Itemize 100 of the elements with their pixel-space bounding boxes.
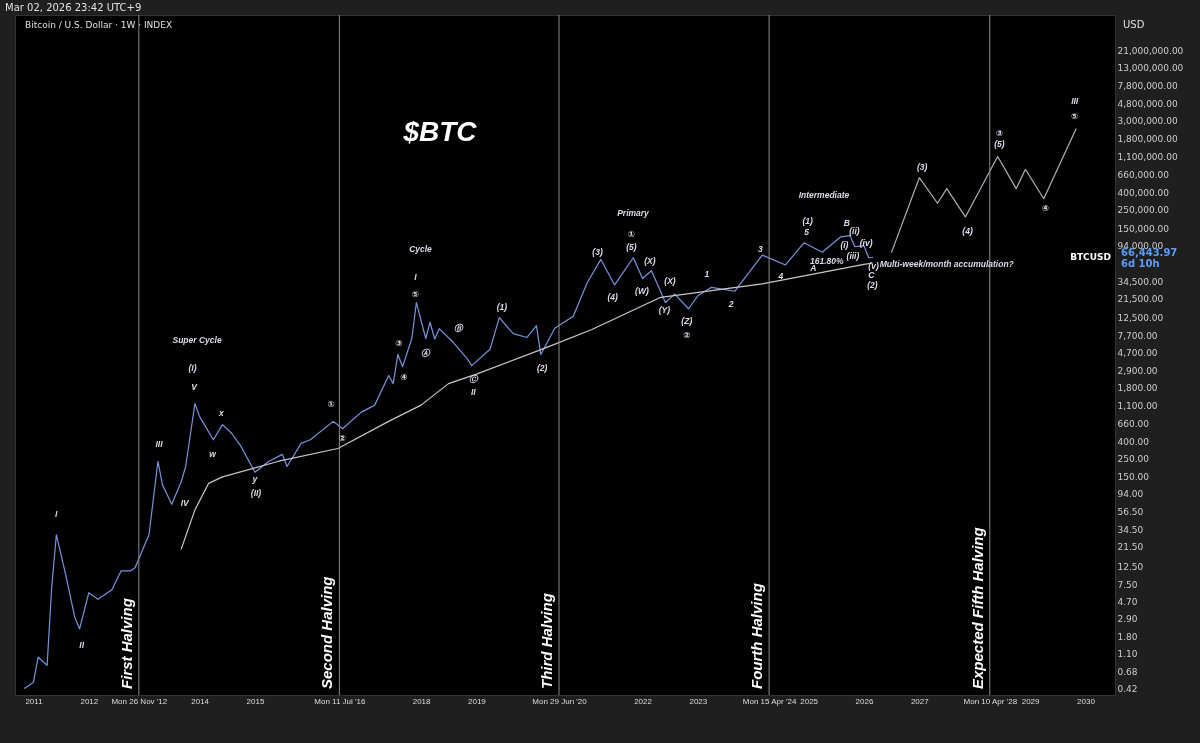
- y-tick-label: 3,000,000.00: [1117, 115, 1178, 126]
- ref-line-label: Expected Fifth Halving: [968, 527, 986, 689]
- x-tick-label: 2026: [855, 696, 874, 706]
- ref-line-label: Fourth Halving: [748, 583, 766, 689]
- annotation: 2: [727, 298, 734, 309]
- annotation: ⑤: [1071, 110, 1079, 121]
- annotation: w: [209, 448, 218, 459]
- annotation: II: [471, 386, 477, 397]
- text: Mar 02, 2026 23:42 UTC+9: [5, 2, 142, 13]
- y-tick-label: 21.50: [1117, 542, 1144, 553]
- annotation: ①: [327, 399, 335, 410]
- y-tick-label: 250.00: [1117, 453, 1150, 464]
- annotation: I: [54, 508, 58, 519]
- y-tick-label: 34,500.00: [1117, 276, 1164, 287]
- annotation: (Z): [681, 315, 693, 326]
- annotation: Ⓑ: [454, 322, 465, 333]
- x-tick-label: Mon 26 Nov '12: [111, 696, 168, 706]
- annotation: (2): [536, 362, 548, 373]
- x-tick-label: 2022: [634, 696, 653, 706]
- annotation: ③: [995, 128, 1003, 139]
- x-tick-label: 2018: [412, 696, 432, 706]
- y-tick-label: 7,700.00: [1117, 330, 1158, 341]
- y-tick-label: 1,100.00: [1117, 400, 1158, 411]
- annotation: x: [218, 408, 226, 419]
- y-tick-label: 1,800,000.00: [1117, 134, 1178, 145]
- annotation: ②: [338, 433, 346, 444]
- ref-line-label: Second Halving: [318, 576, 336, 689]
- annotation: Cycle: [409, 243, 433, 254]
- annotation: III: [155, 439, 164, 450]
- annotation: (iii): [846, 250, 860, 261]
- annotation: (II): [250, 487, 262, 498]
- annotation: (X): [644, 255, 656, 266]
- annotation: V: [191, 381, 199, 392]
- y-tick-label: 94.00: [1117, 489, 1144, 500]
- x-tick-label: 2027: [910, 696, 930, 706]
- ref-line-label: Third Halving: [538, 593, 556, 689]
- y-tick-label: 1,800.00: [1117, 382, 1158, 393]
- y-tick-label: 150,000.00: [1117, 223, 1170, 234]
- y-tick-label: 2,900.00: [1117, 365, 1158, 376]
- annotation: (5): [626, 241, 637, 252]
- annotation: (W): [635, 285, 649, 296]
- annotation: Primary: [617, 207, 651, 218]
- annotation: II: [79, 639, 85, 650]
- annotation: (1): [802, 216, 813, 227]
- y-tick-label: 13,000,000.00: [1117, 63, 1184, 74]
- annotation: Super Cycle: [172, 335, 222, 346]
- text: 6d 10h: [1121, 258, 1160, 270]
- x-tick-label: 2015: [246, 696, 265, 706]
- annotation: (5): [994, 139, 1005, 150]
- annotation: (ii): [849, 225, 860, 236]
- y-tick-label: 7.50: [1117, 580, 1138, 591]
- y-tick-label: 21,000,000.00: [1117, 45, 1184, 56]
- annotation: (I): [188, 362, 197, 373]
- annotation: ⑤: [411, 289, 420, 300]
- x-tick-label: 2014: [191, 696, 210, 706]
- annotation: ④: [1041, 202, 1050, 213]
- y-tick-label: 150.00: [1117, 472, 1150, 483]
- annotation: IV: [180, 497, 191, 508]
- annotation: (iv): [859, 237, 873, 248]
- annotation: (i): [840, 240, 849, 251]
- y-tick-label: 7,800,000.00: [1117, 81, 1178, 92]
- annotation: 4: [777, 270, 784, 281]
- annotation: ②: [683, 329, 691, 340]
- annotation: 3: [758, 244, 764, 255]
- annotation: Intermediate: [798, 189, 850, 200]
- x-tick-label: Mon 15 Apr '24: [742, 696, 797, 706]
- ref-line-label: First Halving: [117, 598, 135, 689]
- y-tick-label: 56.50: [1117, 507, 1144, 518]
- annotation: (3): [917, 161, 928, 172]
- x-tick-label: Mon 11 Jul '16: [314, 696, 367, 706]
- annotation: Ⓒ: [469, 374, 480, 385]
- y-tick-label: 12.50: [1117, 561, 1144, 572]
- annotation: Ⓐ: [420, 347, 431, 358]
- y-tick-label: 400.00: [1117, 437, 1150, 448]
- annotation: (1): [496, 302, 508, 313]
- x-tick-label: 2011: [25, 696, 44, 706]
- y-tick-label: 0.42: [1117, 683, 1138, 694]
- x-tick-label: Mon 29 Jun '20: [532, 696, 588, 706]
- annotation: III: [1071, 95, 1079, 106]
- annotation: 1: [704, 269, 710, 280]
- text: $BTC: [402, 116, 478, 147]
- annotation: (4): [607, 292, 619, 303]
- y-tick-label: 250,000.00: [1117, 205, 1170, 216]
- y-tick-label: 2.90: [1117, 614, 1138, 625]
- y-tick-label: 12,500.00: [1117, 313, 1164, 324]
- y-tick-label: 660,000.00: [1117, 170, 1170, 181]
- x-tick-label: 2030: [1077, 696, 1096, 706]
- annotation: BTCUSD: [1070, 252, 1111, 263]
- annotation: Multi-week/month accumulation?: [879, 258, 1015, 269]
- x-tick-label: 2012: [80, 696, 99, 706]
- y-tick-label: 0.68: [1117, 666, 1138, 677]
- x-tick-label: 2025: [800, 696, 819, 706]
- annotation: (2): [867, 279, 878, 290]
- annotation: (Y): [658, 305, 671, 316]
- annotation: ③: [395, 338, 403, 349]
- text: USD: [1123, 19, 1145, 30]
- annotation: ④: [400, 372, 408, 383]
- x-tick-label: 2023: [689, 696, 708, 706]
- text: Bitcoin / U.S. Dollar · 1W · INDEX: [25, 20, 173, 30]
- y-tick-label: 660.00: [1117, 419, 1150, 430]
